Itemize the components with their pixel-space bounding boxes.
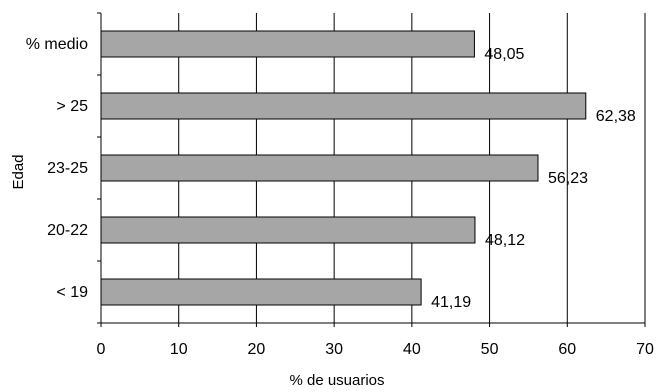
x-tick-label: 10 bbox=[170, 341, 188, 358]
category-label: 23-25 bbox=[47, 160, 88, 177]
x-tick-label: 20 bbox=[248, 341, 266, 358]
x-tick-label: 30 bbox=[325, 341, 343, 358]
x-ticks: 0 10 20 30 40 50 60 70 bbox=[97, 323, 654, 358]
x-tick-label: 60 bbox=[558, 341, 576, 358]
bars bbox=[100, 30, 587, 306]
x-axis-label: % de usuarios bbox=[289, 372, 384, 389]
bar bbox=[100, 92, 587, 120]
x-tick-label: 40 bbox=[403, 341, 421, 358]
data-label: 62,38 bbox=[596, 108, 636, 125]
bar bbox=[100, 278, 422, 306]
x-tick-label: 0 bbox=[97, 341, 106, 358]
data-label: 48,05 bbox=[484, 46, 524, 63]
y-ticks: % medio > 25 23-25 20-22 < 19 bbox=[26, 12, 101, 324]
value-labels: 48,05 62,38 56,23 48,12 41,19 bbox=[431, 46, 636, 311]
x-tick-label: 70 bbox=[636, 341, 654, 358]
category-label: < 19 bbox=[56, 284, 88, 301]
data-label: 41,19 bbox=[431, 294, 471, 311]
category-label: 20-22 bbox=[47, 222, 88, 239]
data-label: 48,12 bbox=[485, 232, 525, 249]
bar bbox=[100, 30, 475, 58]
category-label: % medio bbox=[26, 36, 88, 53]
data-label: 56,23 bbox=[548, 170, 588, 187]
bar bbox=[100, 216, 476, 244]
y-axis-label: Edad bbox=[10, 154, 27, 189]
x-tick-label: 50 bbox=[481, 341, 499, 358]
bar bbox=[100, 154, 539, 182]
category-label: > 25 bbox=[56, 98, 88, 115]
